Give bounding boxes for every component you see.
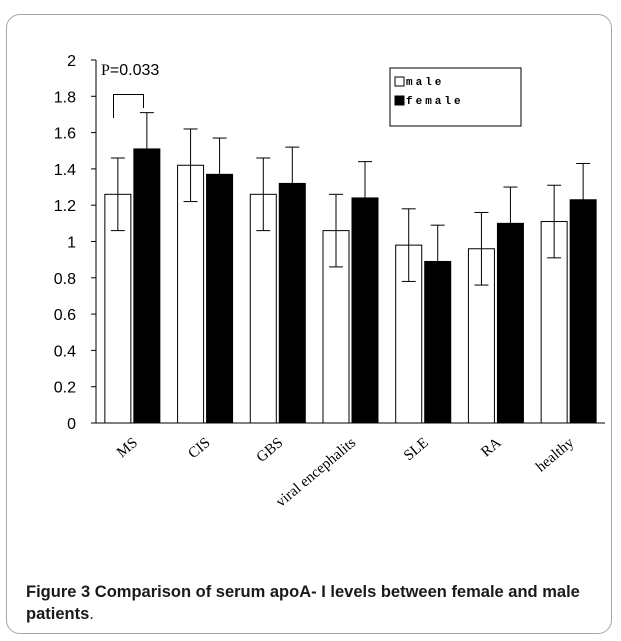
x-tick-label: RA bbox=[478, 435, 504, 461]
y-tick-label: 0.4 bbox=[54, 343, 76, 360]
y-tick-label: 2 bbox=[67, 53, 76, 70]
bar-male bbox=[177, 164, 205, 424]
caption-label: Figure 3 bbox=[26, 583, 91, 601]
y-tick-label: 0.6 bbox=[54, 307, 76, 324]
bar-female bbox=[133, 148, 161, 424]
y-tick-label: 1 bbox=[67, 235, 76, 252]
bars bbox=[104, 148, 597, 424]
y-tick-label: 1.4 bbox=[54, 162, 76, 179]
legend-swatch-female bbox=[394, 95, 405, 106]
x-tick-label: MS bbox=[114, 435, 141, 461]
x-tick-label: healthy bbox=[533, 434, 577, 475]
legend-label-female: female bbox=[406, 96, 464, 108]
p-value-number: =0.033 bbox=[110, 62, 159, 79]
caption-end: . bbox=[89, 605, 94, 623]
p-value-label: P=0.033 bbox=[101, 62, 159, 79]
y-tick-label: 1.8 bbox=[54, 89, 76, 106]
x-tick-label: GBS bbox=[254, 435, 287, 466]
legend-swatch-male bbox=[394, 76, 405, 87]
significance-bracket bbox=[113, 94, 144, 118]
legend-label-male: male bbox=[406, 77, 444, 89]
y-tick-label: 0 bbox=[67, 416, 76, 433]
legend: male female bbox=[389, 67, 522, 127]
significance-annotation: P=0.033 bbox=[101, 62, 159, 118]
x-tick-label: SLE bbox=[401, 435, 432, 464]
y-tick-label: 0.2 bbox=[54, 380, 76, 397]
y-axis: 0 0.2 0.4 0.6 0.8 1 1.2 1.4 1.6 1.8 2 bbox=[54, 53, 97, 433]
x-tick-label: CIS bbox=[185, 435, 213, 462]
error-bars bbox=[110, 112, 591, 299]
y-tick-label: 0.8 bbox=[54, 271, 76, 288]
figure-caption: Figure 3 Comparison of serum apoA- I lev… bbox=[26, 581, 606, 625]
y-tick-label: 1.2 bbox=[54, 198, 76, 215]
x-tick-label: viral encephalits bbox=[273, 435, 359, 511]
bar-female bbox=[206, 173, 234, 424]
bar-female bbox=[569, 199, 597, 424]
bar-chart: 0 0.2 0.4 0.6 0.8 1 1.2 1.4 1.6 1.8 2 MS CIS GBSvira… bbox=[54, 53, 605, 511]
y-tick-label: 1.6 bbox=[54, 126, 76, 143]
caption-text: Comparison of serum apoA- I levels betwe… bbox=[26, 583, 580, 623]
legend-box bbox=[389, 67, 522, 127]
p-value-prefix: P bbox=[101, 62, 110, 79]
